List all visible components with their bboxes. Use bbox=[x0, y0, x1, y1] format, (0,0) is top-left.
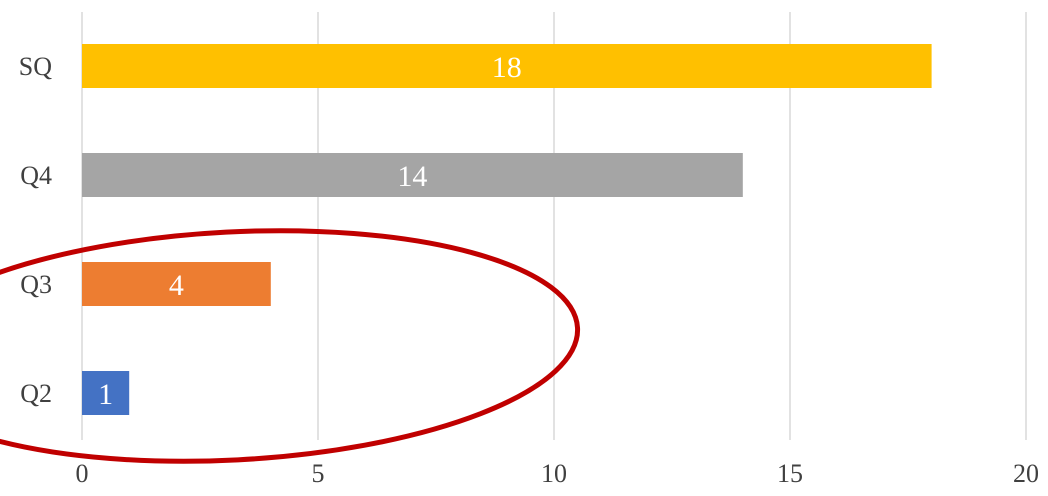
highlight-annotation bbox=[0, 228, 581, 464]
data-label-q4: 14 bbox=[397, 160, 427, 193]
x-tick-label: 10 bbox=[541, 459, 567, 488]
bar-q4 bbox=[82, 153, 743, 197]
bar-q3 bbox=[82, 262, 271, 306]
bar-sq bbox=[82, 44, 932, 88]
y-tick-label-sq: SQ bbox=[19, 52, 52, 81]
y-axis-tick-labels: SQ Q4 Q3 Q2 bbox=[19, 52, 52, 408]
bars bbox=[82, 44, 932, 415]
x-tick-label: 20 bbox=[1013, 459, 1039, 488]
x-tick-label: 5 bbox=[312, 459, 325, 488]
highlight-ellipse bbox=[0, 228, 581, 464]
y-tick-label-q4: Q4 bbox=[20, 161, 52, 190]
y-tick-label-q2: Q2 bbox=[20, 379, 52, 408]
data-label-q3: 4 bbox=[169, 269, 184, 302]
bar-data-labels: 18 14 4 1 bbox=[98, 51, 522, 411]
x-axis-tick-labels: 0 5 10 15 20 bbox=[76, 459, 1040, 488]
bar-q2 bbox=[82, 371, 130, 415]
data-label-sq: 18 bbox=[492, 51, 522, 84]
data-label-q2: 1 bbox=[98, 378, 113, 411]
x-tick-label: 0 bbox=[76, 459, 89, 488]
x-tick-label: 15 bbox=[777, 459, 803, 488]
y-tick-label-q3: Q3 bbox=[20, 270, 52, 299]
